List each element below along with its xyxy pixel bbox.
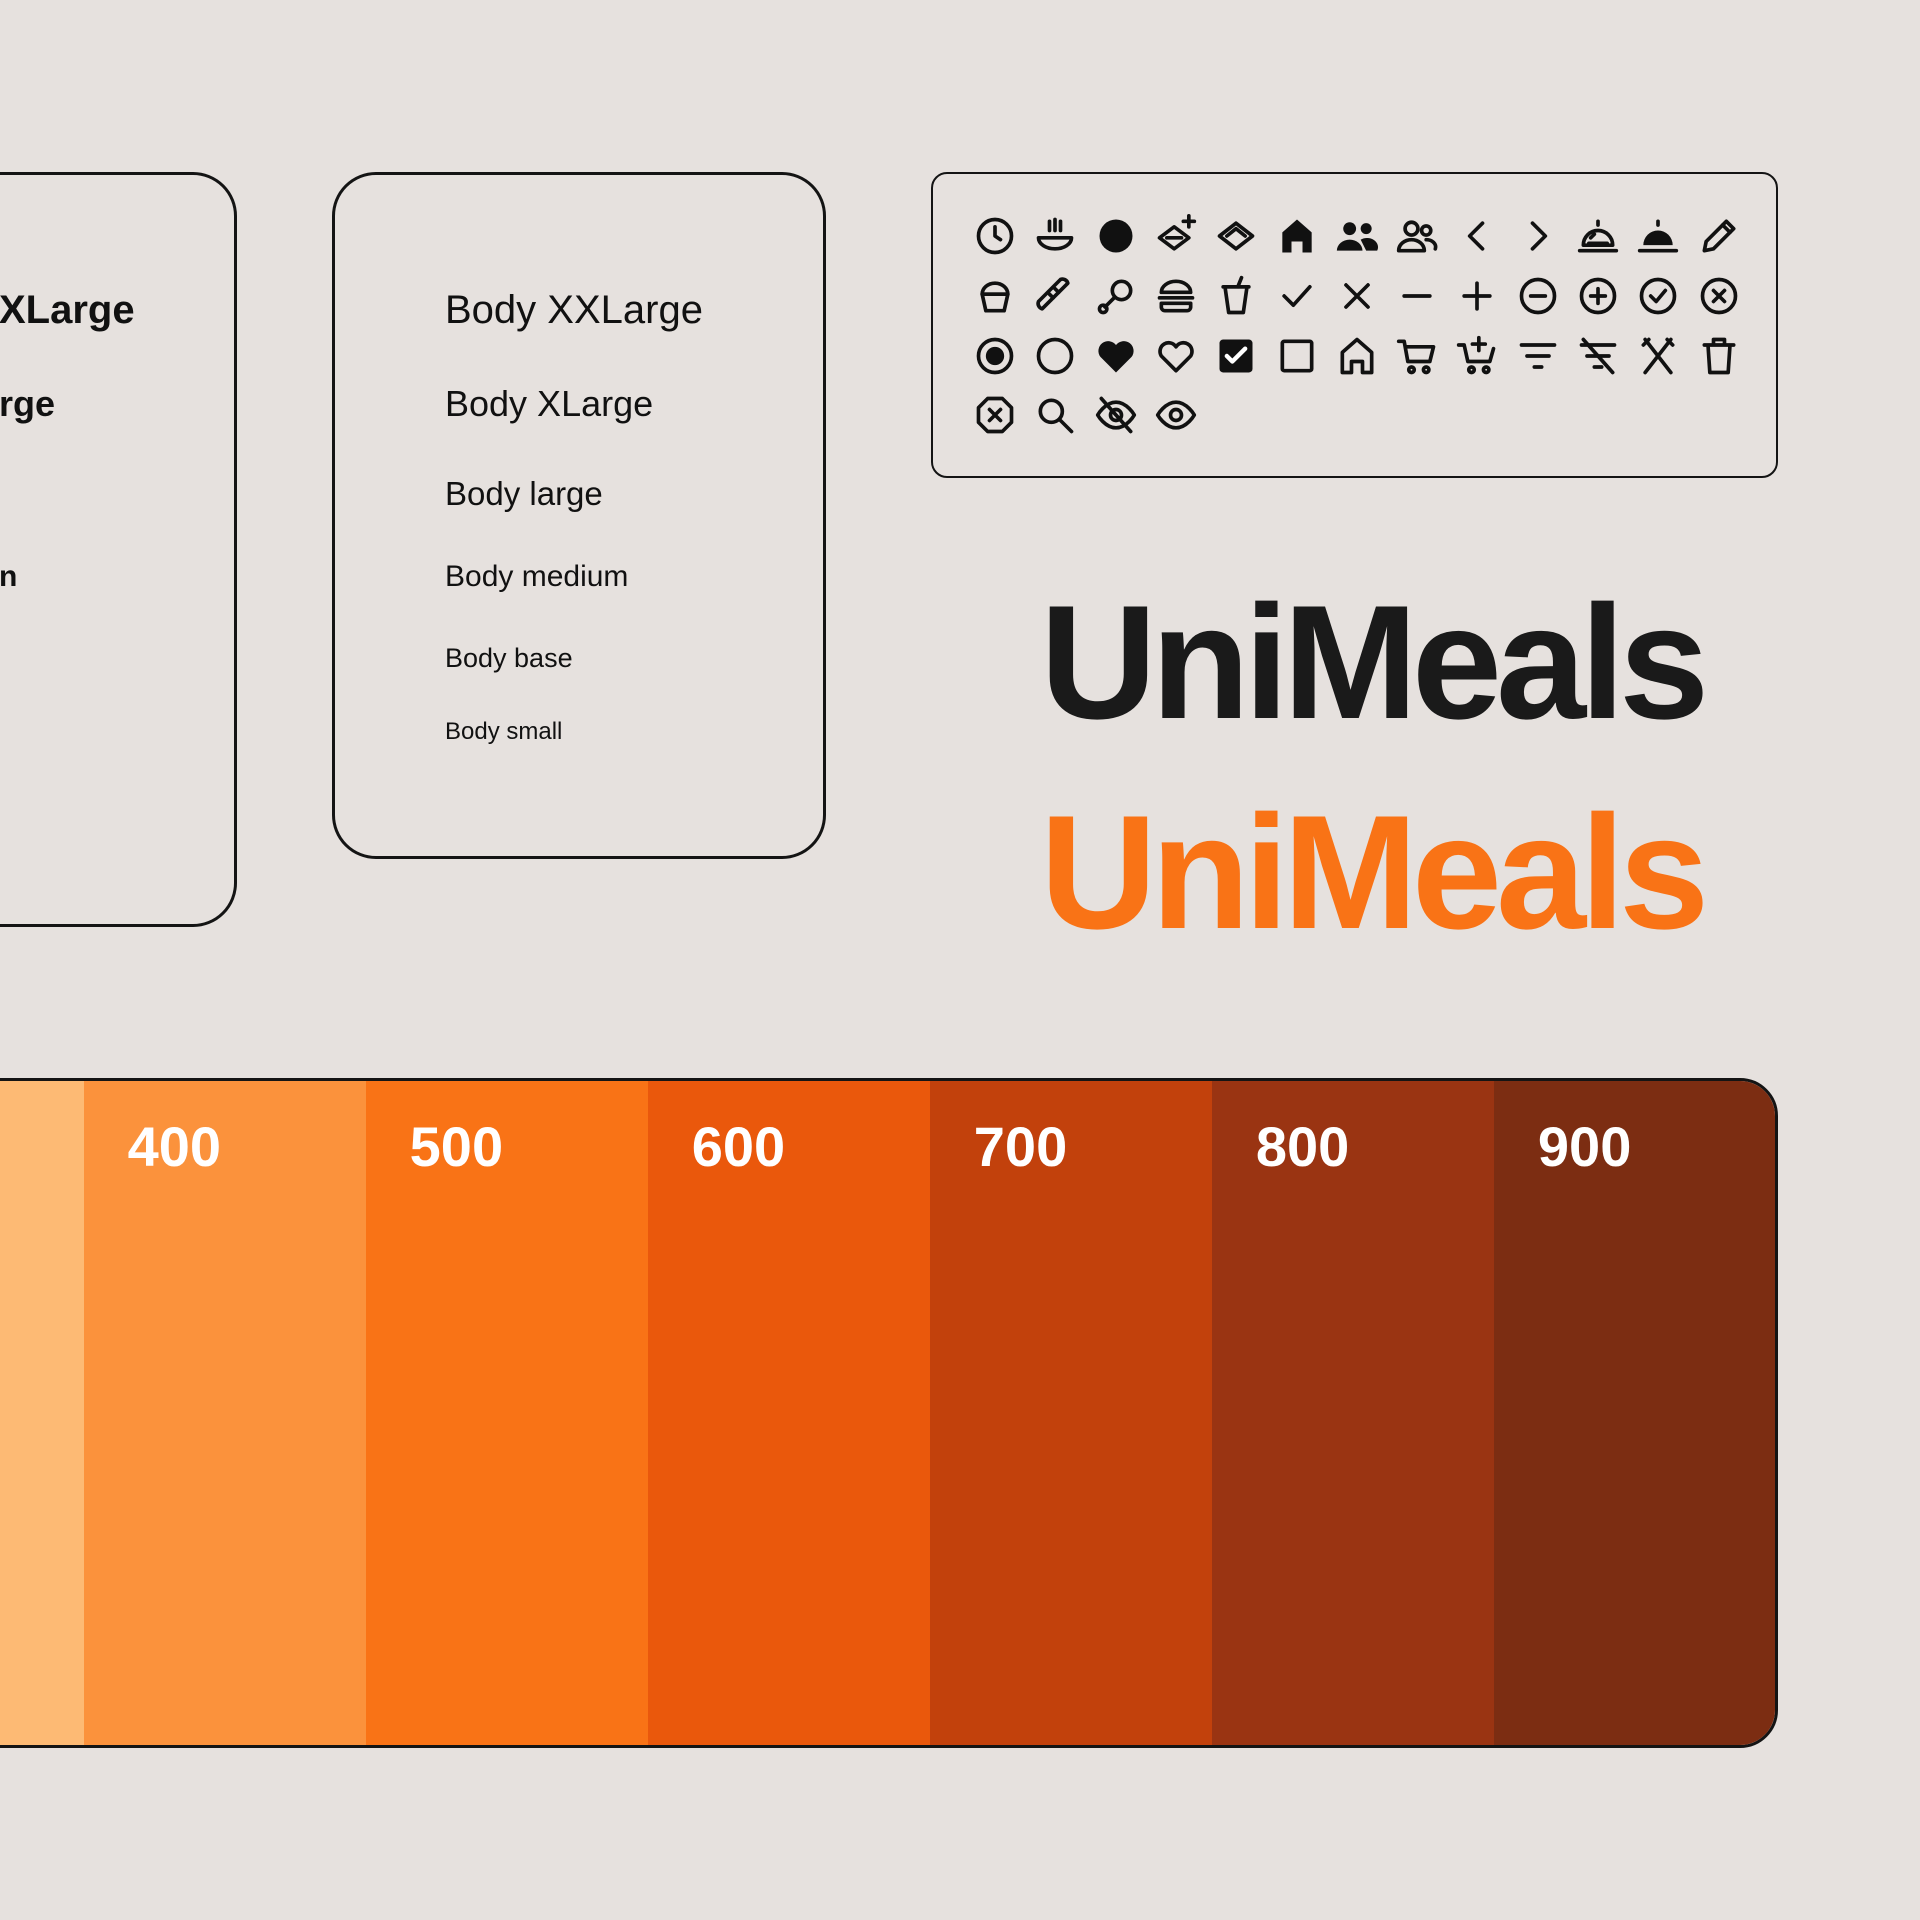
- swatch-800: 800: [1211, 1081, 1494, 1745]
- swatch-label: 700: [973, 1115, 1068, 1178]
- pencil-icon: [1697, 214, 1741, 258]
- type-sample-body-small: Body small: [445, 718, 563, 745]
- color-palette: 400 500 600 700 800 900: [0, 1078, 1778, 1748]
- eye-icon: [1154, 393, 1198, 437]
- minus-circle-icon: [1516, 274, 1560, 318]
- users-filled-icon: [1335, 214, 1379, 258]
- cart-icon: [1395, 334, 1439, 378]
- type-sample-medium: n: [0, 560, 18, 593]
- type-sample-large: rge: [0, 383, 56, 424]
- heart-outline-icon: [1154, 334, 1198, 378]
- plus-circle-icon: [1576, 274, 1620, 318]
- trash-icon: [1697, 334, 1741, 378]
- swatch-label: 900: [1537, 1115, 1632, 1178]
- swatch-700: 700: [929, 1081, 1212, 1745]
- heart-filled-icon: [1094, 334, 1138, 378]
- type-sample-body-base: Body base: [445, 643, 573, 673]
- close-icon: [1335, 274, 1379, 318]
- radio-selected-icon: [973, 334, 1017, 378]
- cloche-filled-icon: [1636, 214, 1680, 258]
- cart-add-icon: [1455, 334, 1499, 378]
- eye-off-icon: [1094, 393, 1138, 437]
- filter-off-icon: [1576, 334, 1620, 378]
- close-octagon-icon: [973, 393, 1017, 437]
- typography-card-body: Body XXLarge Body XLarge Body large Body…: [332, 172, 826, 859]
- swatch-label: 400: [127, 1115, 222, 1178]
- plus-icon: [1455, 274, 1499, 318]
- drink-cup-icon: [1214, 274, 1258, 318]
- swatch-label: 500: [409, 1115, 504, 1178]
- users-outline-icon: [1395, 214, 1439, 258]
- type-sample-body-xlarge: Body XLarge: [445, 383, 654, 424]
- icon-set-panel: [931, 172, 1778, 478]
- swatch-label: 800: [1255, 1115, 1350, 1178]
- filled-circle-icon: [1094, 214, 1138, 258]
- dish-icon: [1214, 214, 1258, 258]
- checkbox-empty-icon: [1275, 334, 1319, 378]
- chevron-right-icon: [1516, 214, 1560, 258]
- search-icon: [1033, 393, 1077, 437]
- check-icon: [1275, 274, 1319, 318]
- typography-card-bold: XLarge rge n: [0, 172, 237, 927]
- clock-icon: [973, 214, 1017, 258]
- dish-add-icon: [1154, 214, 1198, 258]
- home-outline-icon: [1335, 334, 1379, 378]
- filter-icon: [1516, 334, 1560, 378]
- swatch-label: 600: [691, 1115, 786, 1178]
- minus-icon: [1395, 274, 1439, 318]
- bread-icon: [1033, 274, 1077, 318]
- swatch-400: 400: [83, 1081, 366, 1745]
- brand-wordmark-orange: UniMeals: [1040, 782, 1709, 963]
- burger-icon: [1154, 274, 1198, 318]
- type-sample-body-large: Body large: [445, 475, 603, 512]
- swatch-600: 600: [647, 1081, 930, 1745]
- checkbox-checked-icon: [1214, 334, 1258, 378]
- swatch-500: 500: [365, 1081, 648, 1745]
- swatch-900: 900: [1493, 1081, 1775, 1745]
- cutlery-icon: [1636, 334, 1680, 378]
- swatch-partial: [0, 1081, 84, 1745]
- type-sample-body-xxlarge: Body XXLarge: [445, 288, 703, 332]
- type-sample-body-medium: Body medium: [445, 560, 629, 593]
- brand-wordmark-dark: UniMeals: [1040, 572, 1709, 753]
- cloche-outline-icon: [1576, 214, 1620, 258]
- cupcake-icon: [973, 274, 1017, 318]
- home-filled-icon: [1275, 214, 1319, 258]
- radio-empty-icon: [1033, 334, 1077, 378]
- check-circle-icon: [1636, 274, 1680, 318]
- type-sample-xlarge: XLarge: [0, 288, 135, 332]
- close-circle-icon: [1697, 274, 1741, 318]
- bowl-steam-icon: [1033, 214, 1077, 258]
- chevron-left-icon: [1455, 214, 1499, 258]
- drumstick-icon: [1094, 274, 1138, 318]
